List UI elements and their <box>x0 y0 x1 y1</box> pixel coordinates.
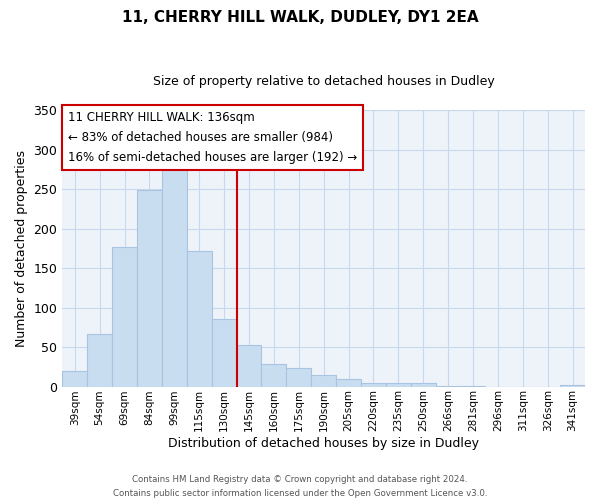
Bar <box>62 370 87 386</box>
X-axis label: Distribution of detached houses by size in Dudley: Distribution of detached houses by size … <box>168 437 479 450</box>
Bar <box>411 384 436 386</box>
Text: 11, CHERRY HILL WALK, DUDLEY, DY1 2EA: 11, CHERRY HILL WALK, DUDLEY, DY1 2EA <box>122 10 478 25</box>
Bar <box>361 382 386 386</box>
Text: 11 CHERRY HILL WALK: 136sqm
← 83% of detached houses are smaller (984)
16% of se: 11 CHERRY HILL WALK: 136sqm ← 83% of det… <box>68 112 357 164</box>
Bar <box>212 320 236 386</box>
Bar <box>162 164 187 386</box>
Bar <box>87 334 112 386</box>
Bar <box>262 364 286 386</box>
Title: Size of property relative to detached houses in Dudley: Size of property relative to detached ho… <box>153 75 494 88</box>
Bar <box>560 385 585 386</box>
Bar <box>286 368 311 386</box>
Bar <box>386 384 411 386</box>
Text: Contains HM Land Registry data © Crown copyright and database right 2024.
Contai: Contains HM Land Registry data © Crown c… <box>113 476 487 498</box>
Bar <box>137 190 162 386</box>
Bar <box>112 248 137 386</box>
Bar <box>236 346 262 387</box>
Y-axis label: Number of detached properties: Number of detached properties <box>15 150 28 347</box>
Bar <box>187 252 212 386</box>
Bar <box>311 374 336 386</box>
Bar <box>336 380 361 386</box>
